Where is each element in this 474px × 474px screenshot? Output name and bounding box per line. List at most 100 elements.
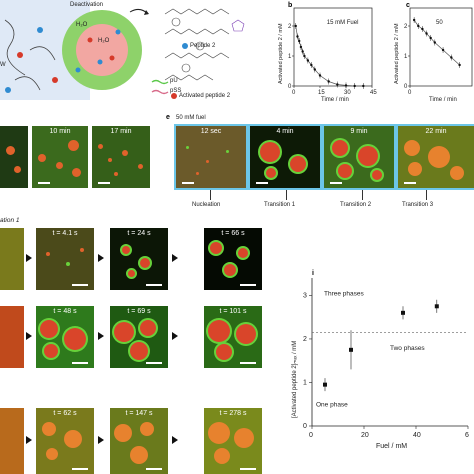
grid-r2-label-3: t = 101 s bbox=[219, 308, 247, 315]
grid-r1-tile-0 bbox=[0, 228, 24, 290]
data-point bbox=[362, 84, 365, 88]
panel-i: i 0 1 2 3 0 20 40 6 Fuel / mM [Activated peptide … bbox=[270, 256, 474, 456]
region-label-one: One phase bbox=[316, 401, 348, 408]
data-point bbox=[412, 18, 416, 22]
data-point bbox=[344, 84, 348, 87]
data-point bbox=[298, 39, 301, 43]
data-point bbox=[306, 59, 310, 62]
x-tick-label: 0 bbox=[309, 432, 313, 439]
grid-r2-tile-1: t = 48 s bbox=[36, 306, 94, 368]
data-point bbox=[294, 24, 297, 28]
data-point bbox=[429, 36, 432, 40]
arrow-icon bbox=[26, 254, 32, 262]
panel-c-letter: c bbox=[406, 2, 410, 9]
data-point bbox=[434, 304, 439, 309]
x-axis-label: Time / min bbox=[321, 97, 349, 103]
arrow-icon bbox=[172, 332, 178, 340]
e-tile-3: 22 min bbox=[396, 124, 474, 190]
data-point bbox=[323, 382, 327, 387]
data-point bbox=[301, 50, 304, 53]
grid-r3-label-3: t = 278 s bbox=[219, 410, 247, 417]
data-point bbox=[299, 45, 303, 49]
y-tick-label: 0 bbox=[404, 84, 408, 90]
fit-line bbox=[413, 19, 460, 66]
arrow-icon bbox=[172, 254, 178, 262]
x-tick-label: 20 bbox=[361, 432, 369, 439]
x-tick-label: 15 bbox=[318, 90, 325, 96]
x-tick-label: 45 bbox=[370, 90, 377, 96]
grid-r2-tile-2: t = 69 s bbox=[110, 306, 168, 368]
y-tick-label: 0 bbox=[288, 84, 292, 90]
fit-line bbox=[295, 25, 364, 87]
arrow-icon bbox=[98, 436, 104, 444]
arrow-icon bbox=[98, 332, 104, 340]
data-point bbox=[349, 347, 353, 352]
row1-tile-2-label: 17 min bbox=[110, 128, 132, 135]
grid-r2-label-1: t = 48 s bbox=[53, 308, 77, 315]
grid-r3-tile-3: t = 278 s bbox=[204, 408, 262, 474]
data-point bbox=[425, 32, 428, 35]
data-point bbox=[353, 84, 356, 88]
x-tick-label: 6 bbox=[465, 432, 469, 439]
grid-r2-tile-3: t = 101 s bbox=[204, 306, 262, 368]
h2o-label-2: H₂O bbox=[98, 38, 110, 44]
deactivation-label: Deactivation bbox=[70, 2, 104, 8]
data-point bbox=[327, 80, 330, 83]
y-tick-label: 2 bbox=[303, 336, 307, 343]
grid-r1-label-3: t = 66 s bbox=[221, 230, 245, 237]
arrow-icon bbox=[26, 436, 32, 444]
peptide2-label: Peptide 2 bbox=[190, 43, 216, 49]
x-tick-label: 0 bbox=[292, 90, 296, 96]
fuel-annotation: 15 mM Fuel bbox=[327, 20, 359, 26]
peptide2-dot-icon bbox=[182, 43, 188, 49]
section-heading: ation 1 bbox=[0, 217, 20, 224]
stage-transition-1: Transition 1 bbox=[264, 202, 296, 208]
grid-r1-tile-2: t = 24 s bbox=[110, 228, 168, 290]
grid-r3-tile-2: t = 147 s bbox=[110, 408, 168, 474]
e-tile-1: 4 min bbox=[248, 124, 322, 190]
data-point bbox=[421, 27, 424, 31]
x-axis-label: Time / min bbox=[429, 97, 457, 103]
data-point bbox=[441, 48, 445, 52]
x-tick-label: 40 bbox=[413, 432, 421, 439]
row1-tile-1-label: 10 min bbox=[49, 128, 71, 135]
schematic-drawing bbox=[0, 0, 245, 100]
data-point bbox=[313, 68, 316, 71]
data-point bbox=[296, 35, 299, 38]
fuel-annotation: 50 bbox=[436, 20, 443, 26]
panel-i-letter: i bbox=[312, 270, 314, 277]
stage-timeline: Nucleation Transition 1 Transition 2 Tra… bbox=[176, 190, 474, 216]
x-tick-label: 0 bbox=[408, 90, 412, 96]
grid-r3-label-1: t = 62 s bbox=[53, 410, 77, 417]
stage-transition-3: Transition 3 bbox=[402, 202, 434, 208]
partial-w-label: W bbox=[0, 62, 6, 68]
grid-r3-tile-0 bbox=[0, 408, 24, 474]
panel-b-letter: b bbox=[288, 2, 293, 9]
x-tick-label: 30 bbox=[344, 90, 351, 96]
grid-r1-tile-3: t = 66 s bbox=[204, 228, 262, 290]
row1-tile-1: 10 min bbox=[32, 126, 88, 188]
arrow-icon bbox=[98, 254, 104, 262]
y-tick-label: 1 bbox=[288, 54, 292, 60]
activated-peptide-dot-icon bbox=[171, 93, 177, 99]
panel-a-schematic: Deactivation H₂O H₂O W Peptide 2 Activat… bbox=[0, 0, 255, 102]
coacervate-core bbox=[76, 24, 128, 76]
y-tick-label: 2 bbox=[404, 24, 408, 30]
data-point bbox=[450, 56, 453, 59]
panel-c: c 0 1 2 0 Time / min Activated peptide 2 / mM… bbox=[380, 0, 474, 104]
panel-e-title: 50 mM fuel bbox=[176, 115, 206, 121]
data-point bbox=[336, 83, 339, 86]
activated-peptide2-label: Activated peptide 2 bbox=[179, 93, 231, 99]
plot-frame bbox=[293, 7, 373, 87]
y-tick-label: 3 bbox=[303, 292, 307, 299]
data-point bbox=[310, 63, 313, 67]
data-point bbox=[303, 54, 306, 58]
row1-tile-2: 17 min bbox=[92, 126, 150, 188]
e-tile-1-label: 4 min bbox=[276, 128, 294, 135]
y-axis-label: Activated peptide 2 / mM bbox=[278, 23, 284, 84]
e-tile-0: 12 sec bbox=[174, 124, 248, 190]
y-tick-label: 2 bbox=[288, 24, 292, 30]
y-tick-label: 1 bbox=[404, 54, 408, 60]
panel-i-chart: 0 1 2 3 0 20 40 6 Fuel / mM [Activated peptide 2]… bbox=[292, 278, 469, 450]
h2o-label-1: H₂O bbox=[76, 22, 88, 28]
